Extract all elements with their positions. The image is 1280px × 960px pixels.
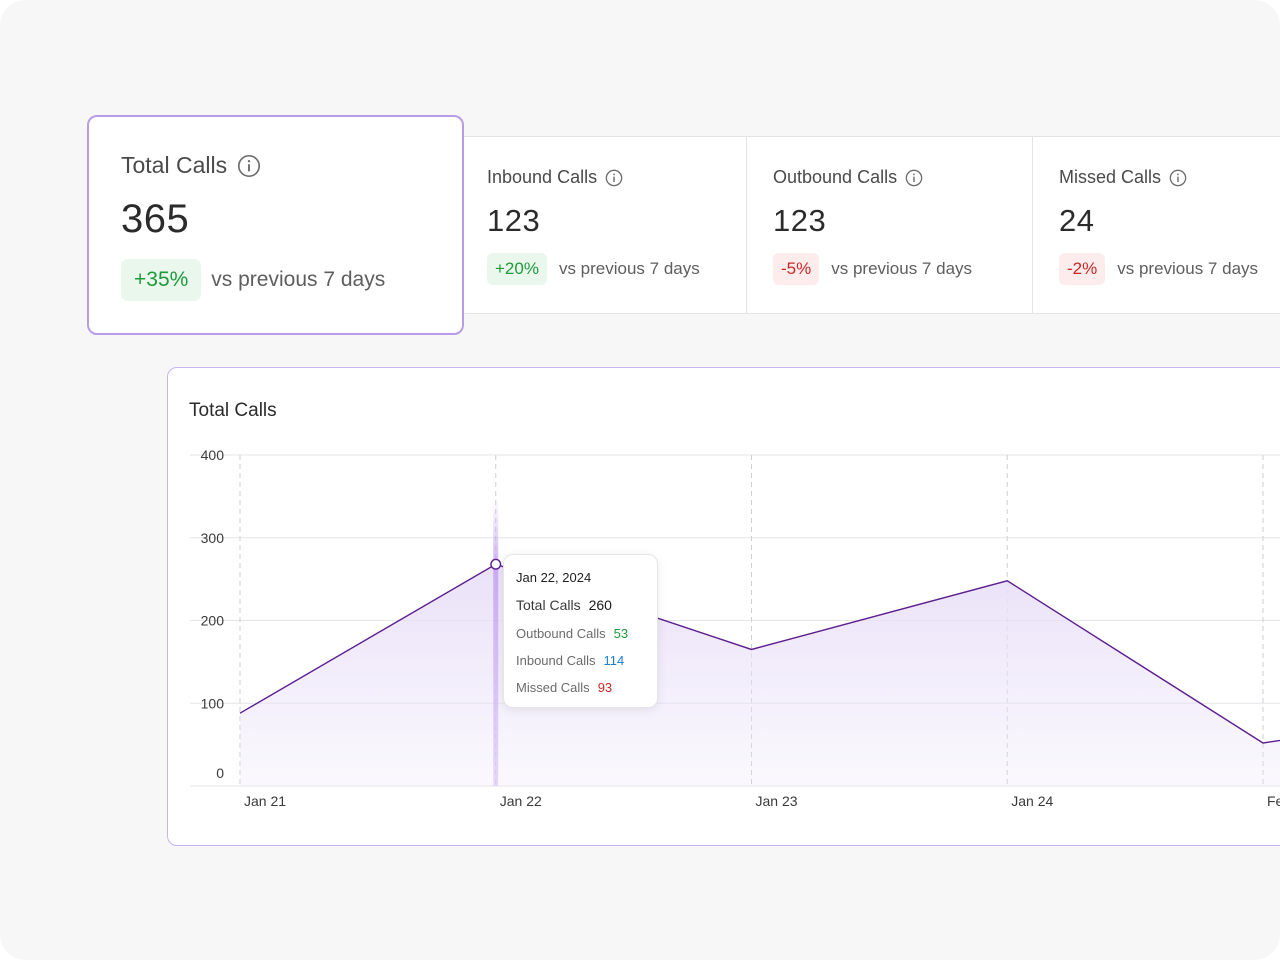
info-icon[interactable] <box>237 154 261 178</box>
y-tick-label: 100 <box>201 695 225 711</box>
total-calls-chart[interactable]: 0 100 200 300 400 Jan 21 Jan 22 Jan 23 Jan 24 Feb… <box>168 368 1280 847</box>
stat-title-row: Total Calls <box>121 152 261 179</box>
y-tick-label: 400 <box>201 447 225 463</box>
tooltip-value: 260 <box>588 597 612 613</box>
x-tick-label: Jan 24 <box>1011 793 1053 809</box>
stat-title: Inbound Calls <box>487 167 598 187</box>
x-tick-label: Feb 25 <box>1267 793 1280 809</box>
info-icon[interactable] <box>1169 169 1187 187</box>
x-tick-label: Jan 21 <box>244 793 286 809</box>
tooltip-value: 53 <box>613 626 629 641</box>
change-badge: -5% <box>773 253 820 285</box>
stat-title: Total Calls <box>121 152 228 178</box>
stat-change: +20% vs previous 7 days <box>487 253 700 285</box>
tooltip-value: 114 <box>603 653 625 668</box>
stat-change: -2% vs previous 7 days <box>1059 253 1258 285</box>
stat-card-total[interactable]: Total Calls 365 +35% vs previous 7 days <box>87 115 464 335</box>
x-tick-label: Jan 22 <box>500 793 542 809</box>
change-badge: +35% <box>121 259 202 301</box>
data-point-marker <box>490 558 502 570</box>
tooltip-date: Jan 22, 2024 <box>516 570 592 585</box>
compare-text: vs previous 7 days <box>558 259 700 278</box>
tooltip-missed-row: Missed Calls 93 <box>516 680 612 695</box>
tooltip-outbound-row: Outbound Calls 53 <box>516 626 628 641</box>
compare-text: vs previous 7 days <box>1117 259 1259 278</box>
tooltip-label: Outbound Calls <box>516 626 606 641</box>
y-tick-label: 0 <box>216 765 224 781</box>
stat-change: +35% vs previous 7 days <box>121 259 385 301</box>
tooltip-label: Inbound Calls <box>516 653 596 668</box>
stat-value: 365 <box>121 197 190 241</box>
chart-tooltip: Jan 22, 2024 Total Calls 260 Outbound Ca… <box>503 554 658 708</box>
tooltip-label: Missed Calls <box>516 680 590 695</box>
stat-title-row: Outbound Calls <box>773 167 923 188</box>
divider <box>1032 137 1033 313</box>
stat-value: 24 <box>1059 203 1095 238</box>
change-badge: -2% <box>1059 253 1106 285</box>
chart-panel: Total Calls 0 100 200 300 400 Jan 21 Jan 22 Jan… <box>167 367 1280 846</box>
info-icon[interactable] <box>905 169 923 187</box>
compare-text: vs previous 7 days <box>211 268 386 291</box>
change-badge: +20% <box>487 253 547 285</box>
series-line <box>239 563 1280 744</box>
area-fill <box>240 564 1280 786</box>
stats-strip: Inbound Calls 123 +20% vs previous 7 day… <box>440 136 1280 314</box>
stat-change: -5% vs previous 7 days <box>773 253 972 285</box>
tooltip-value: 93 <box>597 680 613 695</box>
info-icon[interactable] <box>605 169 623 187</box>
stat-title-row: Missed Calls <box>1059 167 1187 188</box>
stat-value: 123 <box>773 203 827 238</box>
y-tick-label: 300 <box>201 530 225 546</box>
stat-title: Missed Calls <box>1059 167 1162 187</box>
y-tick-label: 200 <box>201 613 225 629</box>
stat-title-row: Inbound Calls <box>487 167 623 188</box>
compare-text: vs previous 7 days <box>831 259 973 278</box>
divider <box>746 137 747 313</box>
tooltip-label: Total Calls <box>516 597 581 613</box>
chart-title: Total Calls <box>189 400 277 421</box>
tooltip-inbound-row: Inbound Calls 114 <box>516 653 624 668</box>
x-tick-label: Jan 23 <box>756 793 798 809</box>
tooltip-total-row: Total Calls 260 <box>516 597 612 613</box>
hover-highlight-band <box>493 498 499 786</box>
stat-value: 123 <box>487 203 541 238</box>
stat-title: Outbound Calls <box>773 167 898 187</box>
